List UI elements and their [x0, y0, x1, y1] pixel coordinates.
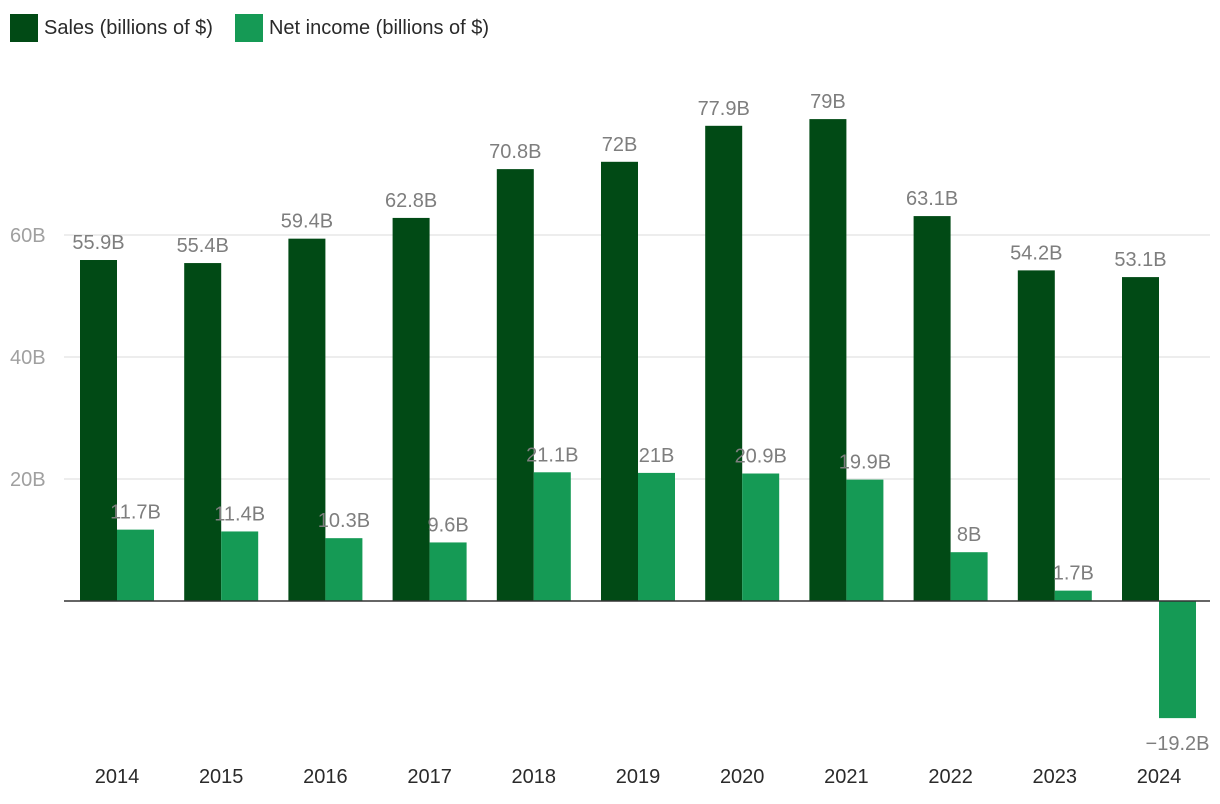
- legend-label-net-income: Net income (billions of $): [268, 16, 490, 39]
- sales-value-label: 54.2B: [1010, 242, 1062, 264]
- x-tick-label: 2024: [1137, 766, 1182, 788]
- net-income-bar: [638, 472, 675, 601]
- x-tick-label: 2016: [303, 766, 348, 788]
- net-income-value-label: 11.4B: [214, 503, 265, 525]
- sales-bar: [392, 217, 430, 602]
- x-tick-label: 2018: [512, 766, 557, 788]
- net-income-value-label: 21B: [639, 445, 675, 467]
- net-income-bar: [950, 552, 988, 601]
- sales-value-label: 53.1B: [1114, 249, 1166, 271]
- bars: [80, 119, 1196, 719]
- net-income-value-label: 8B: [957, 524, 981, 546]
- net-income-value-label: 20.9B: [735, 446, 787, 468]
- sales-bar: [80, 260, 117, 601]
- net-income-bar: [117, 529, 154, 601]
- sales-value-label: 70.8B: [489, 141, 541, 163]
- x-tick-label: 2015: [199, 766, 244, 788]
- x-tick-label: 2019: [616, 766, 661, 788]
- sales-value-label: 77.9B: [698, 98, 750, 120]
- legend-item-sales: Sales (billions of $): [10, 14, 213, 42]
- net-income-value-label: 10.3B: [318, 510, 370, 532]
- sales-bar: [1122, 277, 1159, 601]
- net-income-bar: [429, 542, 467, 601]
- sales-bar: [705, 125, 743, 601]
- x-tick-label: 2021: [824, 766, 869, 788]
- chart-legend: Sales (billions of $) Net income (billio…: [10, 14, 489, 42]
- sales-value-label: 79B: [810, 91, 846, 113]
- y-tick-label: 60B: [10, 225, 46, 247]
- x-tick-label: 2023: [1033, 766, 1078, 788]
- sales-bar: [601, 161, 638, 602]
- net-income-value-label: −19.2B: [1146, 733, 1210, 755]
- sales-bar: [288, 238, 326, 601]
- net-income-value-label: 1.7B: [1053, 563, 1094, 585]
- net-income-value-label: 21.1B: [526, 444, 578, 466]
- sales-bar: [184, 263, 222, 601]
- sales-value-label: 62.8B: [385, 190, 437, 212]
- legend-label-sales: Sales (billions of $): [44, 16, 213, 39]
- x-tick-label: 2022: [928, 766, 973, 788]
- sales-bar: [913, 216, 951, 601]
- net-income-value-label: 9.6B: [428, 514, 469, 536]
- net-income-bar: [742, 473, 780, 601]
- sales-value-label: 59.4B: [281, 211, 333, 233]
- sales-bar: [809, 119, 847, 601]
- sales-value-label: 63.1B: [906, 188, 958, 210]
- legend-swatch-sales: [10, 14, 38, 42]
- y-tick-label: 20B: [10, 469, 46, 491]
- net-income-bar: [846, 479, 884, 601]
- net-income-bar: [325, 538, 363, 601]
- net-income-bar: [533, 472, 571, 601]
- x-tick-label: 2020: [720, 766, 765, 788]
- x-axis: 2014 2015 2016 2017 2018 2019 2020 2021 2022 2023…: [95, 766, 1182, 788]
- x-tick-label: 2014: [95, 766, 140, 788]
- net-income-bar: [1054, 590, 1092, 601]
- sales-bar: [496, 169, 534, 601]
- legend-item-net-income: Net income (billions of $): [234, 14, 490, 42]
- net-income-value-label: 11.7B: [110, 502, 161, 524]
- sales-bar: [1017, 270, 1055, 601]
- sales-value-label: 72B: [602, 134, 638, 156]
- sales-value-label: 55.4B: [177, 235, 229, 257]
- legend-swatch-net-income: [234, 14, 263, 42]
- net-income-value-label: 19.9B: [839, 452, 891, 474]
- x-tick-label: 2017: [407, 766, 452, 788]
- net-income-bar: [1159, 601, 1196, 719]
- net-income-bar: [221, 531, 259, 601]
- data-labels: 55.9B 11.7B 55.4B 11.4B 59.4B 10.3B 62.8B 9.6B 7…: [72, 91, 1209, 755]
- y-tick-label: 40B: [10, 347, 46, 369]
- sales-value-label: 55.9B: [72, 232, 124, 254]
